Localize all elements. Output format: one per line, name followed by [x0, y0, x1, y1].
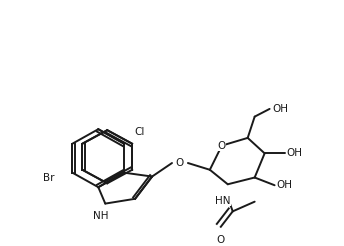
- Text: OH: OH: [277, 180, 293, 190]
- Text: O: O: [218, 141, 226, 151]
- Text: Cl: Cl: [134, 127, 144, 137]
- Text: O: O: [176, 158, 184, 168]
- Text: OH: OH: [272, 104, 289, 114]
- Text: OH: OH: [287, 148, 302, 158]
- Text: Br: Br: [43, 172, 54, 183]
- Text: O: O: [217, 234, 225, 245]
- Text: HN: HN: [215, 196, 230, 206]
- Text: NH: NH: [93, 211, 108, 221]
